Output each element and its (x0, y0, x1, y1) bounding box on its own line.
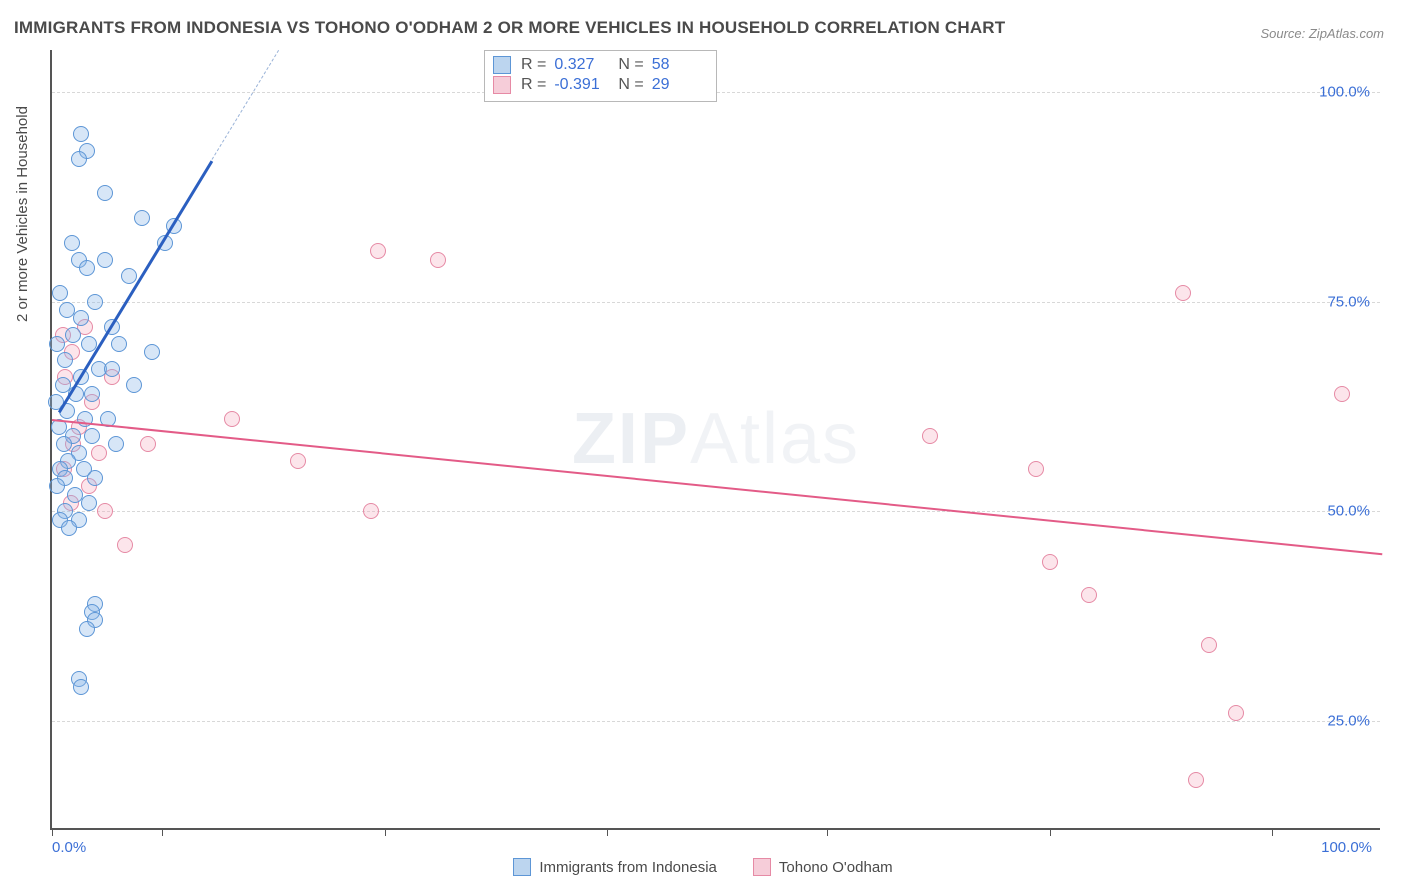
scatter-point-pink (1228, 705, 1244, 721)
x-tick (607, 828, 608, 836)
gridline (52, 511, 1380, 512)
scatter-point-blue (52, 285, 68, 301)
stats-row: R = -0.391 N = 29 (493, 75, 706, 95)
scatter-point-blue (61, 520, 77, 536)
bottom-legend: Immigrants from Indonesia Tohono O'odham (0, 858, 1406, 876)
legend-label: Immigrants from Indonesia (539, 859, 717, 876)
y-tick-label: 75.0% (1327, 293, 1370, 310)
scatter-point-blue (49, 336, 65, 352)
scatter-point-pink (117, 537, 133, 553)
n-value: 58 (652, 56, 706, 74)
series-swatch-blue (493, 56, 511, 74)
scatter-point-pink (1188, 772, 1204, 788)
legend-label: Tohono O'odham (779, 859, 893, 876)
y-tick-label: 25.0% (1327, 712, 1370, 729)
chart-title: IMMIGRANTS FROM INDONESIA VS TOHONO O'OD… (14, 18, 1005, 38)
scatter-plot-area: ZIPAtlas 25.0%50.0%75.0%100.0%0.0%100.0% (50, 50, 1380, 830)
legend-item: Immigrants from Indonesia (513, 858, 717, 876)
scatter-point-blue (57, 352, 73, 368)
scatter-point-blue (134, 210, 150, 226)
scatter-point-blue (49, 478, 65, 494)
r-value: -0.391 (554, 76, 608, 94)
gridline (52, 302, 1380, 303)
n-label: N = (618, 56, 643, 74)
scatter-point-pink (363, 503, 379, 519)
scatter-point-blue (64, 235, 80, 251)
scatter-point-blue (144, 344, 160, 360)
gridline (52, 721, 1380, 722)
scatter-point-blue (126, 377, 142, 393)
scatter-point-pink (1201, 637, 1217, 653)
watermark: ZIPAtlas (572, 398, 860, 480)
series-swatch-pink (493, 76, 511, 94)
x-tick (827, 828, 828, 836)
scatter-point-pink (922, 428, 938, 444)
scatter-point-pink (370, 243, 386, 259)
scatter-point-blue (104, 361, 120, 377)
scatter-point-pink (140, 436, 156, 452)
scatter-point-blue (87, 294, 103, 310)
y-axis-label: 2 or more Vehicles in Household (14, 106, 31, 322)
scatter-point-blue (84, 428, 100, 444)
x-tick (385, 828, 386, 836)
scatter-point-blue (56, 436, 72, 452)
scatter-point-blue (87, 470, 103, 486)
trend-line (52, 419, 1382, 555)
scatter-point-blue (97, 185, 113, 201)
x-tick (162, 828, 163, 836)
n-label: N = (618, 76, 643, 94)
scatter-point-blue (71, 151, 87, 167)
scatter-point-blue (84, 386, 100, 402)
y-tick-label: 100.0% (1319, 83, 1370, 100)
x-tick (1272, 828, 1273, 836)
legend-swatch-blue (513, 858, 531, 876)
scatter-point-blue (97, 252, 113, 268)
scatter-point-blue (73, 126, 89, 142)
y-tick-label: 50.0% (1327, 503, 1370, 520)
trend-line (58, 160, 213, 413)
r-label: R = (521, 76, 546, 94)
stats-row: R = 0.327 N = 58 (493, 55, 706, 75)
trend-line-extrapolated (211, 50, 278, 160)
scatter-point-pink (1175, 285, 1191, 301)
scatter-point-blue (111, 336, 127, 352)
x-tick-label: 100.0% (1321, 839, 1372, 856)
scatter-point-blue (65, 327, 81, 343)
scatter-point-blue (67, 487, 83, 503)
watermark-thin: Atlas (690, 399, 860, 479)
scatter-point-blue (79, 260, 95, 276)
scatter-point-pink (430, 252, 446, 268)
scatter-point-pink (1334, 386, 1350, 402)
scatter-point-pink (1081, 587, 1097, 603)
scatter-point-blue (73, 679, 89, 695)
correlation-stats-box: R = 0.327 N = 58 R = -0.391 N = 29 (484, 50, 717, 102)
scatter-point-pink (290, 453, 306, 469)
source-attribution: Source: ZipAtlas.com (1260, 26, 1384, 41)
n-value: 29 (652, 76, 706, 94)
scatter-point-pink (97, 503, 113, 519)
scatter-point-blue (79, 621, 95, 637)
legend-item: Tohono O'odham (753, 858, 893, 876)
scatter-point-blue (73, 310, 89, 326)
scatter-point-pink (1042, 554, 1058, 570)
legend-swatch-pink (753, 858, 771, 876)
r-value: 0.327 (554, 56, 608, 74)
x-tick (1050, 828, 1051, 836)
watermark-bold: ZIP (572, 399, 690, 479)
r-label: R = (521, 56, 546, 74)
scatter-point-pink (1028, 461, 1044, 477)
scatter-point-blue (81, 495, 97, 511)
scatter-point-blue (108, 436, 124, 452)
scatter-point-pink (224, 411, 240, 427)
scatter-point-blue (121, 268, 137, 284)
x-tick-label: 0.0% (52, 839, 86, 856)
scatter-point-pink (91, 445, 107, 461)
scatter-point-blue (59, 302, 75, 318)
x-tick (52, 828, 53, 836)
